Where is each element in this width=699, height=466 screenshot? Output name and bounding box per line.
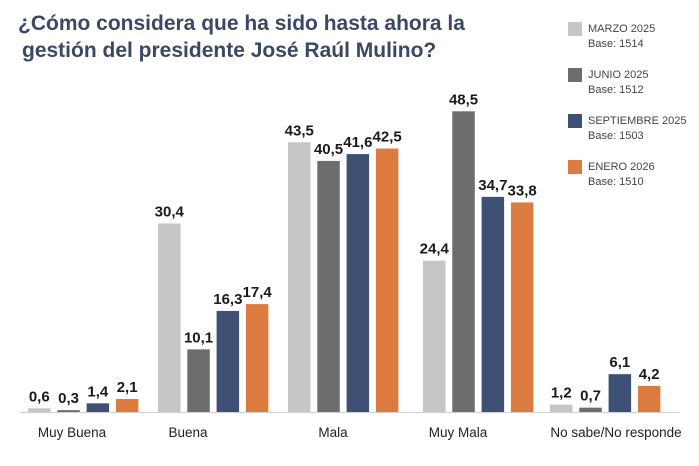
legend-label: ENERO 2026 xyxy=(588,161,655,173)
legend-base: Base: 1503 xyxy=(588,130,644,142)
bar xyxy=(28,408,51,412)
bar xyxy=(452,111,475,413)
value-label: 41,6 xyxy=(343,134,372,151)
value-label: 48,5 xyxy=(449,91,478,108)
legend-swatch xyxy=(568,160,582,174)
legend-swatch xyxy=(568,22,582,36)
bar xyxy=(57,410,80,412)
value-label: 1,4 xyxy=(87,383,109,400)
bar xyxy=(158,223,181,412)
value-label: 34,7 xyxy=(478,177,507,194)
value-label: 24,4 xyxy=(420,241,450,258)
legend-base: Base: 1510 xyxy=(588,176,644,188)
legend-label: SEPTIEMBRE 2025 xyxy=(588,115,686,127)
value-label: 0,7 xyxy=(580,388,601,405)
x-tick-label: No sabe/No responde xyxy=(550,425,681,440)
value-label: 2,1 xyxy=(117,379,138,396)
value-label: 40,5 xyxy=(314,141,343,158)
legend-base: Base: 1512 xyxy=(588,84,644,96)
value-label: 1,2 xyxy=(551,385,572,402)
bar xyxy=(288,142,311,413)
legend-label: MARZO 2025 xyxy=(588,23,655,35)
bar xyxy=(317,160,340,412)
chart-title: ¿Cómo considera que ha sido hasta ahora … xyxy=(18,12,465,35)
value-label: 42,5 xyxy=(373,129,402,146)
x-tick-label: Buena xyxy=(168,425,208,440)
bar xyxy=(481,196,505,412)
chart-title: gestión del presidente José Raúl Mulino? xyxy=(22,39,436,62)
value-label: 17,4 xyxy=(243,284,273,301)
x-tick-label: Muy Mala xyxy=(429,425,488,440)
bar xyxy=(637,385,661,412)
bar xyxy=(86,403,110,412)
value-label: 0,6 xyxy=(29,388,50,405)
bar xyxy=(375,148,399,412)
value-label: 30,4 xyxy=(155,204,185,221)
value-label: 33,8 xyxy=(508,182,537,199)
value-label: 43,5 xyxy=(285,122,314,139)
bar xyxy=(608,374,632,412)
bar xyxy=(115,398,139,412)
legend-swatch xyxy=(568,68,582,82)
bar xyxy=(423,260,446,412)
bar xyxy=(216,310,240,412)
legend-label: JUNIO 2025 xyxy=(588,69,649,81)
bar xyxy=(346,154,370,412)
legend-swatch xyxy=(568,114,582,128)
bar xyxy=(579,407,602,412)
bar xyxy=(550,404,573,412)
value-label: 4,2 xyxy=(639,366,660,383)
x-tick-label: Muy Buena xyxy=(38,425,107,440)
bar xyxy=(245,304,269,412)
value-label: 0,3 xyxy=(58,390,79,407)
legend-base: Base: 1514 xyxy=(588,38,644,50)
value-label: 6,1 xyxy=(609,354,630,371)
bar xyxy=(510,202,534,412)
value-label: 16,3 xyxy=(213,291,242,308)
value-label: 10,1 xyxy=(184,329,213,346)
x-tick-label: Mala xyxy=(318,425,348,440)
bar xyxy=(187,349,210,412)
